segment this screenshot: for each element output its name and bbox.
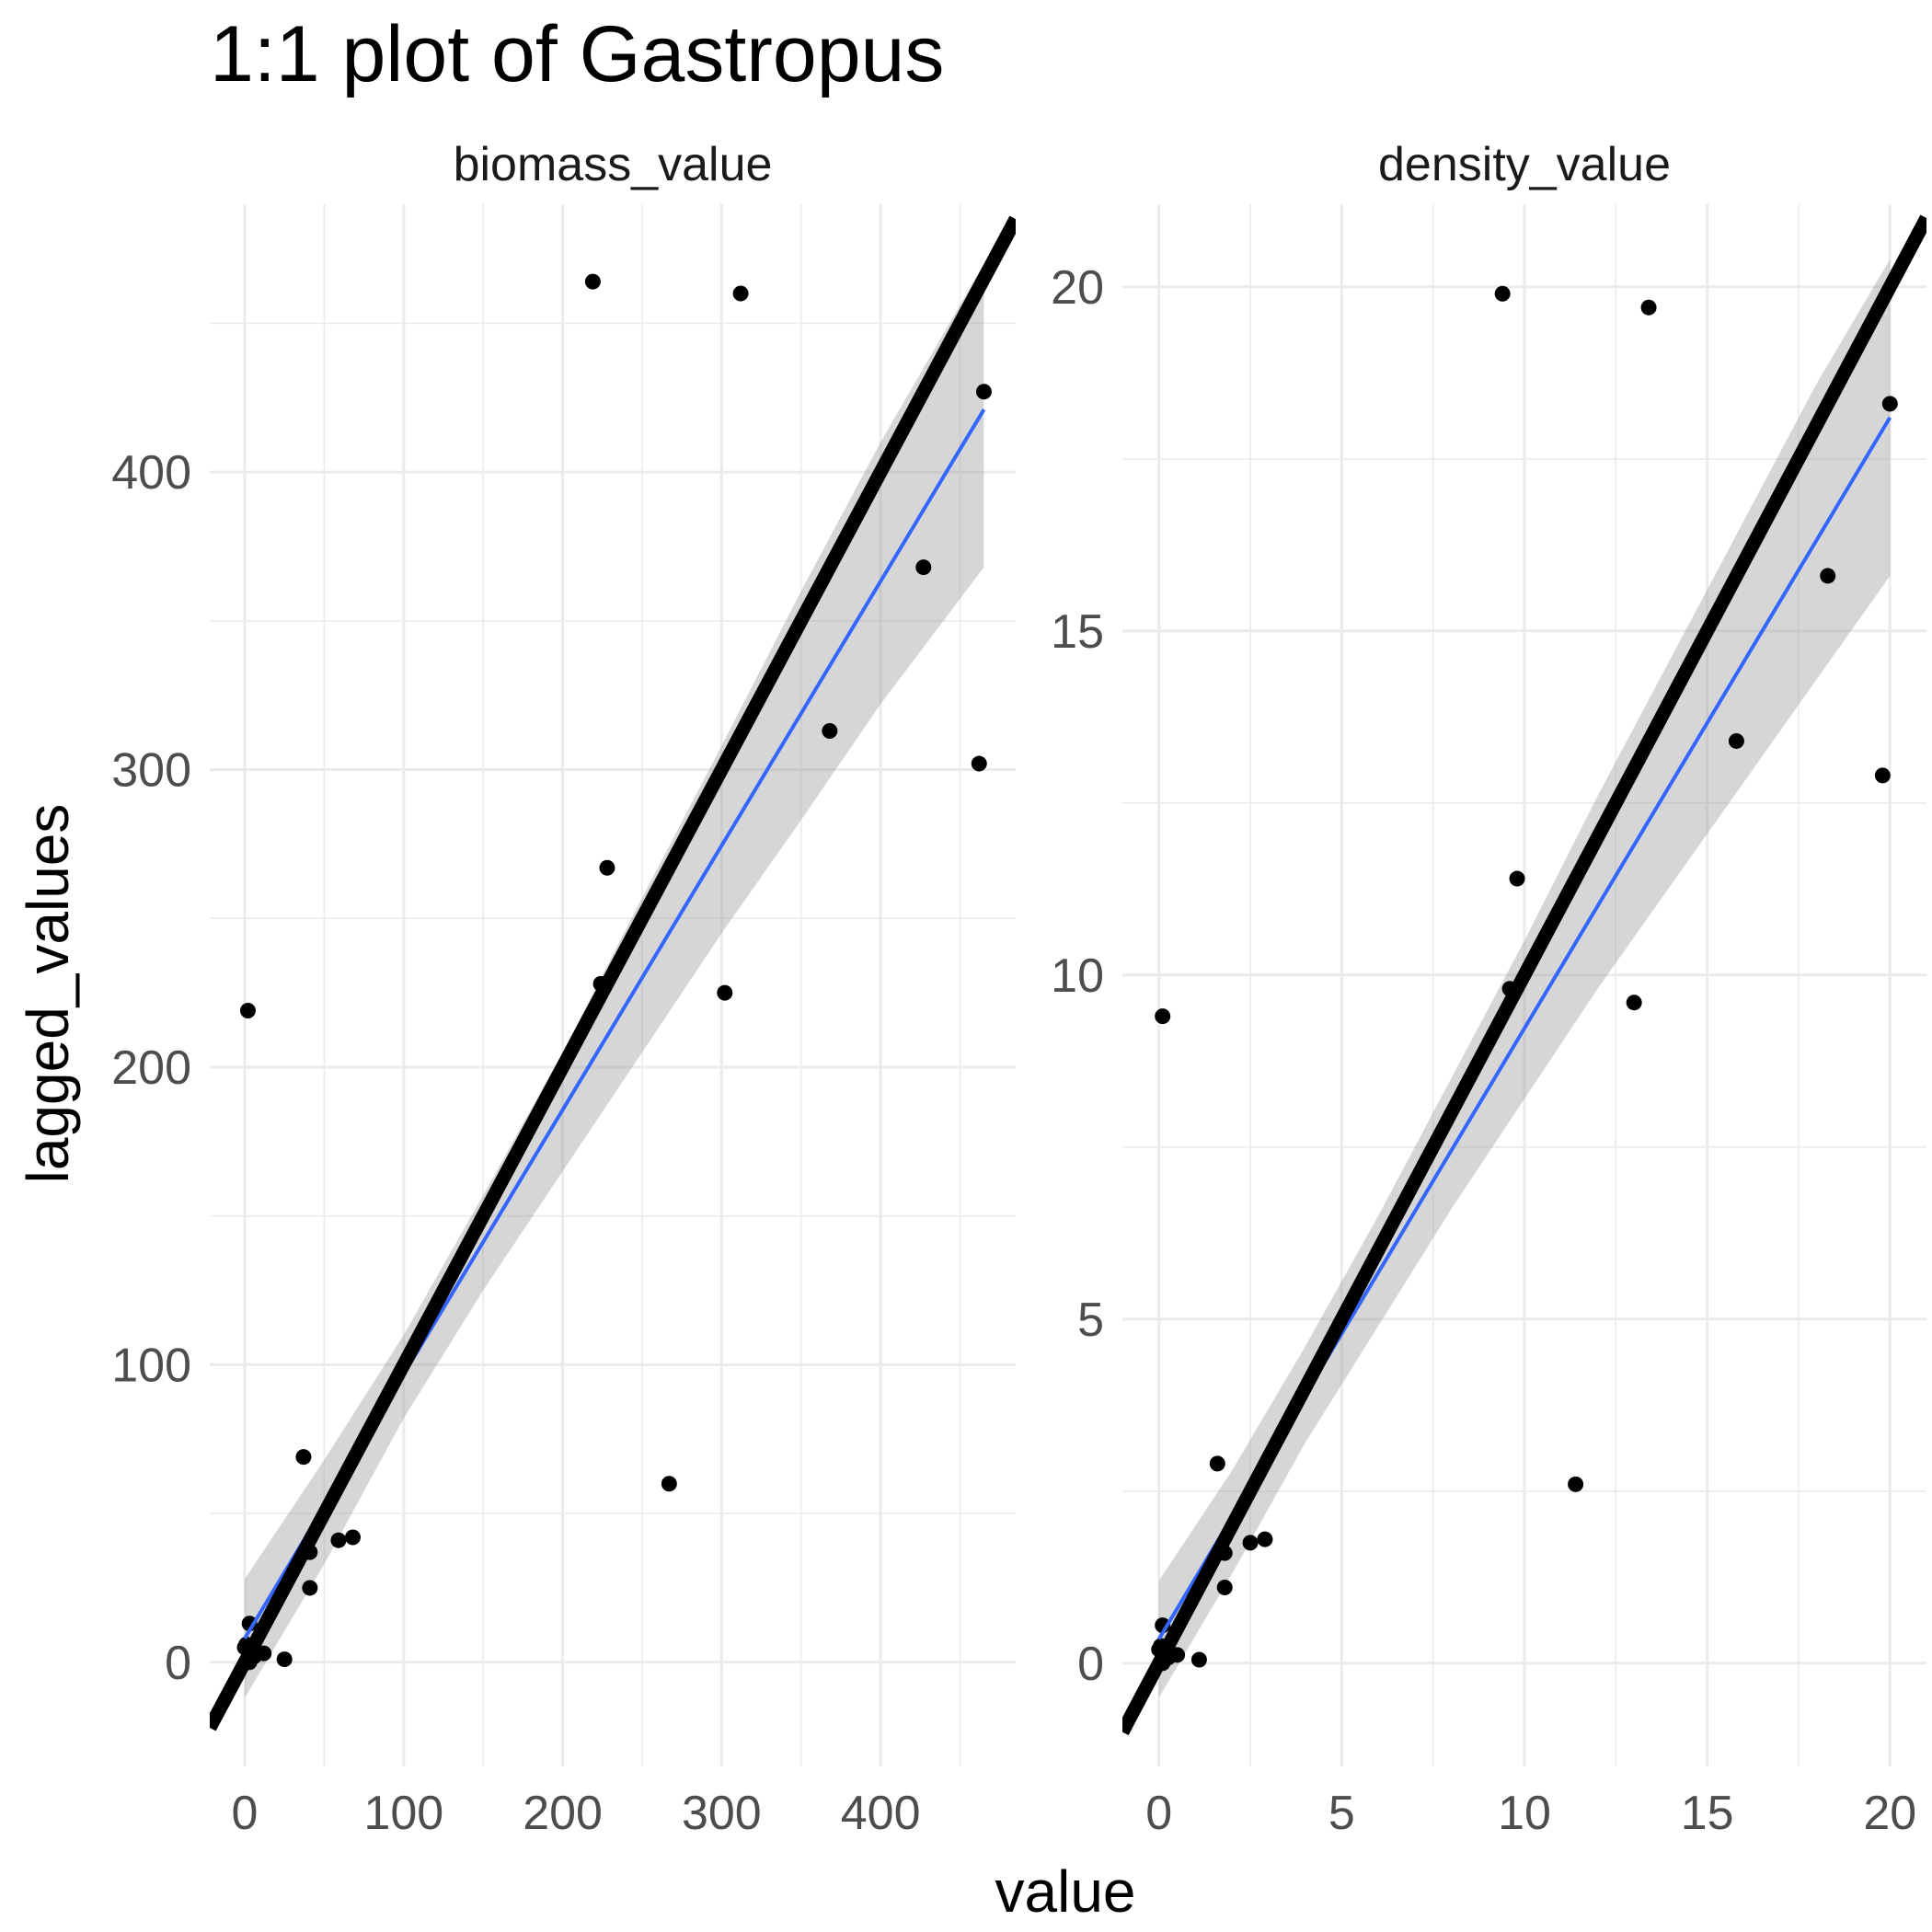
identity-line [210, 215, 1016, 1731]
y-tick-label: 400 [111, 446, 191, 500]
data-point [345, 1529, 362, 1546]
data-point [239, 1002, 256, 1018]
data-point [1820, 568, 1836, 584]
identity-line [1122, 214, 1926, 1736]
chart-title: 1:1 plot of Gastropus [210, 10, 944, 98]
y-tick-label: 15 [1051, 605, 1104, 659]
y-axis-title: lagged_values [15, 804, 81, 1184]
y-tick-label: 100 [111, 1339, 191, 1392]
data-point [1257, 1531, 1273, 1547]
x-tick-label: 5 [1328, 1787, 1355, 1840]
data-point [732, 285, 749, 302]
panels: 0 100 200 300 4000100200300400biomass_value0… [111, 138, 1926, 1840]
data-point [295, 1449, 312, 1466]
data-point [971, 755, 987, 772]
x-tick-label: 100 [363, 1787, 443, 1840]
y-tick-label: 0 [165, 1637, 191, 1690]
panel-biomass_value: 0 100 200 300 400 0 100 200 300 400 biomass_value [111, 138, 1016, 1840]
x-tick-label: 0 [1145, 1787, 1172, 1840]
x-tick-label: 15 [1681, 1787, 1734, 1840]
panel-density_value: 0 5 10 15 20 0 5 10 15 20 density_value [1051, 138, 1926, 1840]
data-point [915, 559, 932, 576]
data-point [822, 722, 838, 739]
data-point [1640, 299, 1657, 316]
data-point [1209, 1455, 1225, 1472]
data-point [661, 1476, 677, 1492]
data-point [1509, 870, 1525, 887]
data-point [975, 384, 992, 400]
data-point [330, 1532, 347, 1548]
x-tick-label: 300 [682, 1787, 762, 1840]
x-tick-label: 10 [1498, 1787, 1551, 1840]
data-point [1728, 732, 1744, 749]
data-point [1881, 396, 1898, 412]
y-tick-label: 0 [1077, 1638, 1104, 1691]
y-tick-label: 10 [1051, 949, 1104, 1003]
y-tick-label: 5 [1077, 1294, 1104, 1347]
y-tick-label: 200 [111, 1041, 191, 1095]
data-point [717, 984, 733, 1001]
data-point [276, 1651, 293, 1668]
data-point [1568, 1476, 1584, 1492]
data-point [1216, 1580, 1233, 1596]
facet-strip-label: biomass_value [454, 138, 773, 191]
y-tick-label: 20 [1051, 261, 1104, 315]
data-point [584, 273, 601, 290]
plot-area [210, 215, 1016, 1731]
x-axis-title: value [995, 1858, 1136, 1925]
data-point [1626, 995, 1642, 1011]
data-point [1494, 285, 1511, 302]
data-point [1242, 1535, 1259, 1551]
x-tick-label: 20 [1863, 1787, 1916, 1840]
data-point [1155, 1008, 1171, 1025]
x-tick-label: 0 [232, 1787, 259, 1840]
y-tick-label: 300 [111, 744, 191, 798]
data-point [599, 859, 615, 876]
x-tick-label: 200 [523, 1787, 603, 1840]
plot-area [1122, 214, 1926, 1736]
x-tick-label: 400 [841, 1787, 921, 1840]
data-point [1190, 1651, 1207, 1668]
facet-strip-label: density_value [1378, 138, 1671, 191]
data-point [1874, 767, 1891, 784]
data-point [302, 1580, 318, 1596]
